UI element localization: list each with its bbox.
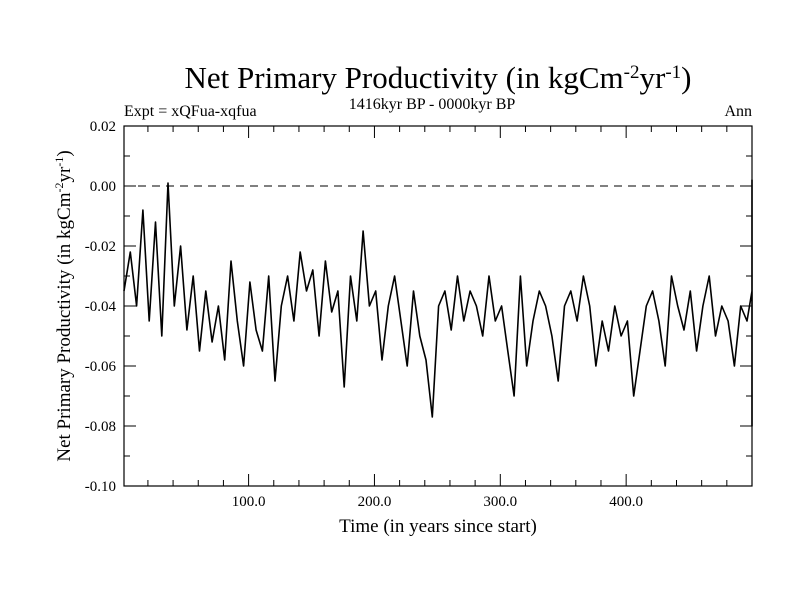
y-tick-label: 0.02	[90, 119, 116, 135]
chart-title-main: Net Primary Productivity (in kgCm	[185, 60, 624, 95]
y-axis-title-close: )	[54, 150, 75, 156]
axis-ticks	[124, 125, 752, 487]
chart-title: Net Primary Productivity (in kgCm-2yr-1)	[185, 60, 692, 95]
y-axis-title-exp2: -1	[52, 157, 66, 167]
x-tick-label: 200.0	[358, 494, 392, 510]
x-tick-label: 400.0	[609, 494, 643, 510]
x-tick-label: 300.0	[483, 494, 517, 510]
x-axis-title: Time (in years since start)	[339, 516, 537, 537]
y-tick-label: -0.10	[85, 479, 116, 495]
subtitle-season: Ann	[724, 103, 752, 120]
y-axis-title-mid: yr	[54, 166, 75, 183]
y-tick-label: 0.00	[90, 179, 116, 195]
subtitle-experiment: Expt = xQFua-xqfua	[124, 103, 257, 120]
y-tick-label: -0.02	[85, 239, 116, 255]
chart-title-close: )	[681, 60, 691, 95]
y-axis-title-exp1: -2	[52, 183, 66, 193]
y-tick-label: -0.06	[85, 359, 117, 375]
chart-title-exp2: -1	[665, 62, 681, 83]
y-axis-title-main: Net Primary Productivity (in kgCm	[54, 192, 75, 461]
y-axis-title: Net Primary Productivity (in kgCm-2yr-1)	[52, 150, 75, 461]
y-tick-label: -0.04	[85, 299, 117, 315]
subtitle-period: 1416kyr BP - 0000kyr BP	[349, 96, 516, 113]
chart-title-exp1: -2	[624, 62, 640, 83]
chart-title-mid: yr	[639, 60, 666, 95]
axis-tick-labels: 100.0 200.0 300.0 400.0 0.02 0.00 -0.02 -0.04 -0…	[85, 119, 643, 510]
npp-series-line	[123, 179, 753, 427]
y-tick-label: -0.08	[85, 419, 116, 435]
x-tick-label: 100.0	[232, 494, 266, 510]
